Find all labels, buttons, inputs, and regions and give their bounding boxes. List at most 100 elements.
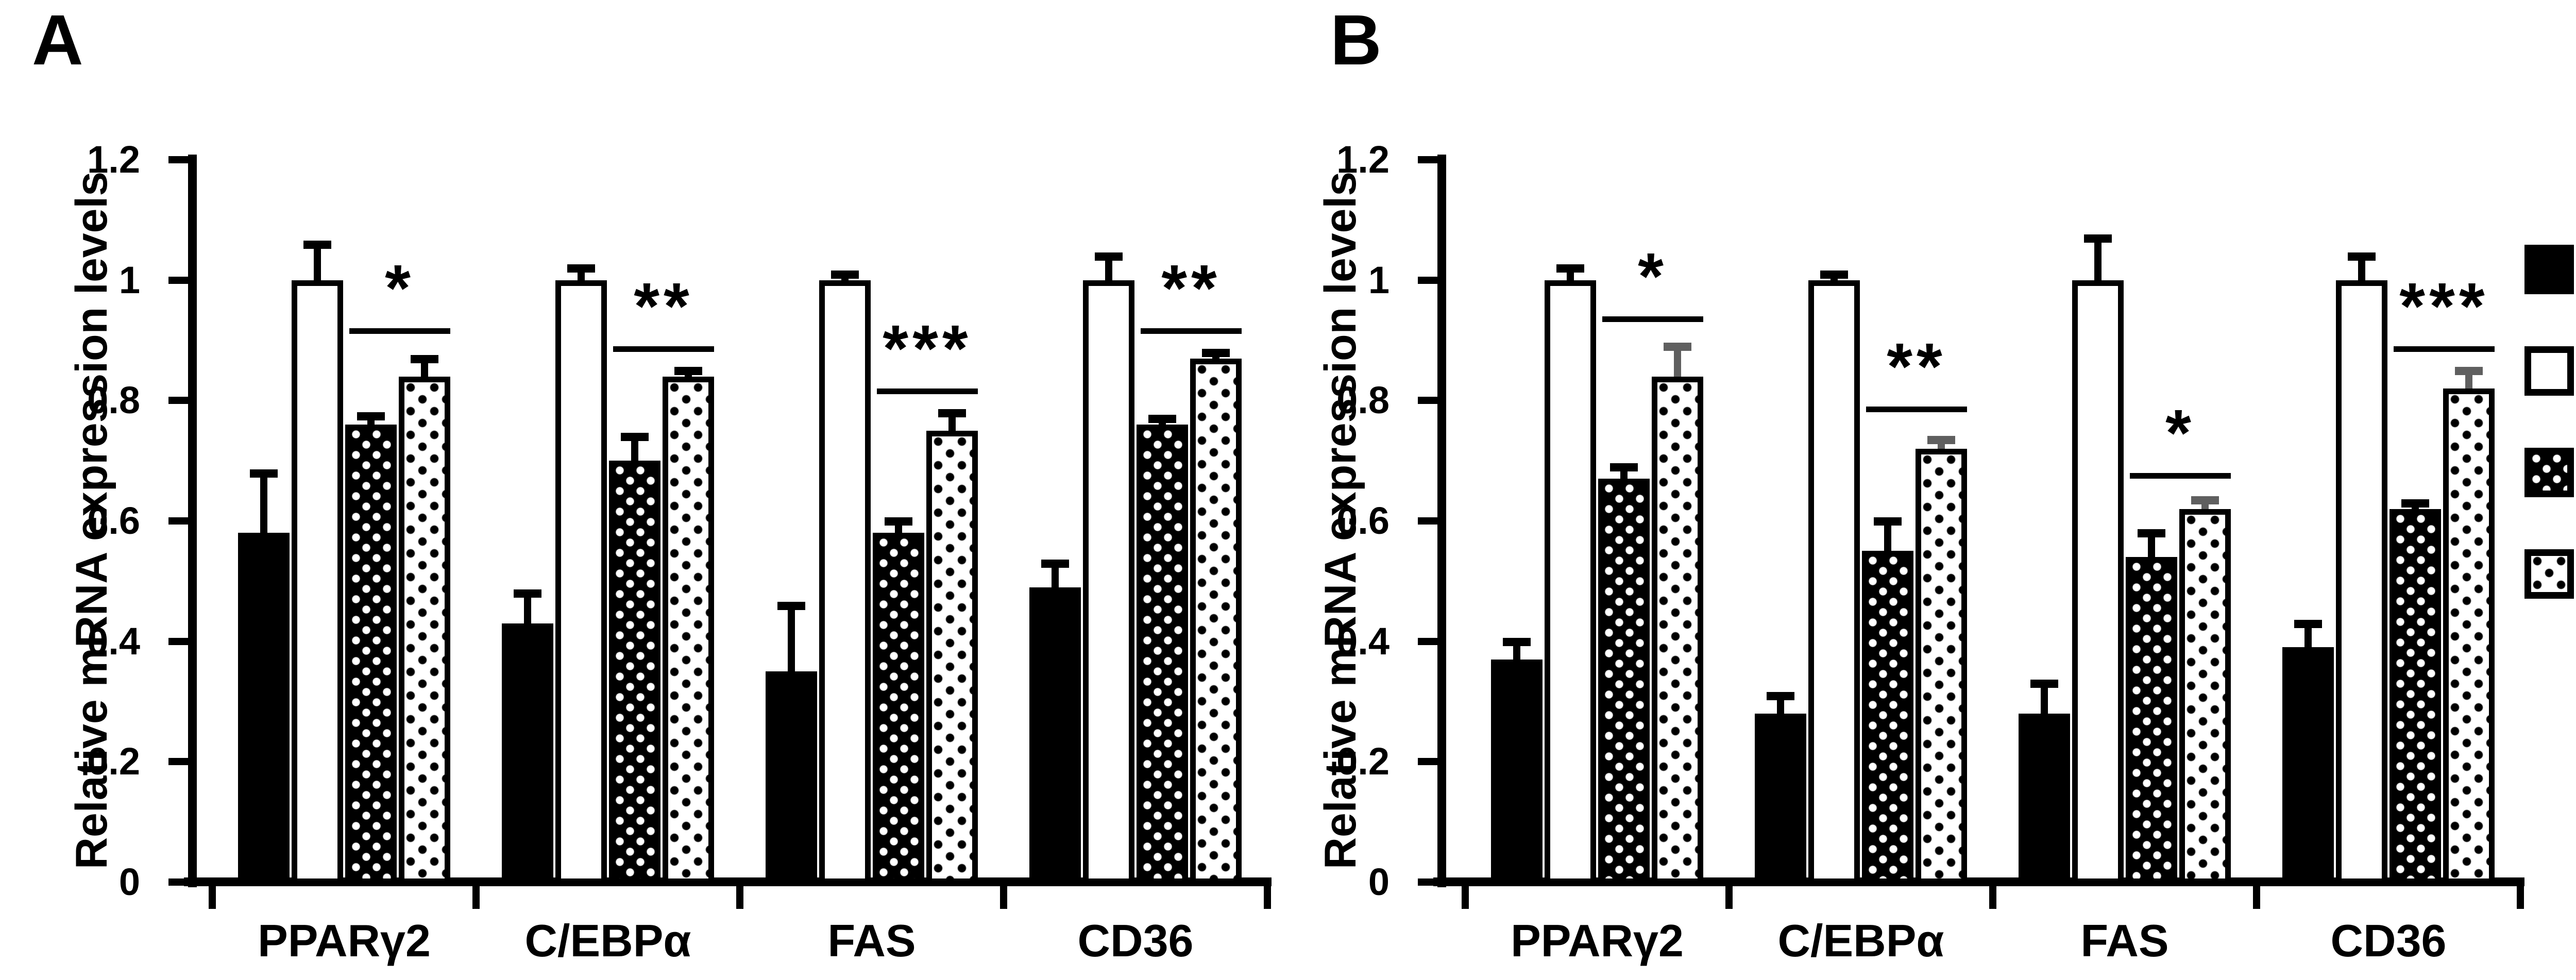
bar-light-dotted bbox=[399, 376, 450, 884]
legend-swatch-light-dotted bbox=[2524, 549, 2574, 599]
x-category-label: C/EBPα bbox=[524, 915, 691, 966]
error-bar-cap bbox=[1503, 637, 1531, 646]
significance-stars: *** bbox=[883, 311, 972, 385]
error-bar-stem bbox=[788, 605, 795, 685]
x-tick-mark bbox=[1989, 885, 1996, 909]
bar-solid-white bbox=[2336, 280, 2387, 884]
bar-solid-black bbox=[1491, 659, 1543, 884]
error-bar-cap bbox=[1095, 252, 1123, 261]
bar-light-dotted bbox=[663, 376, 714, 884]
bar-solid-white bbox=[1545, 280, 1596, 884]
bar-solid-white bbox=[1083, 280, 1134, 884]
error-bar-stem bbox=[2094, 238, 2102, 294]
bar-dark-dotted bbox=[1137, 425, 1188, 884]
error-bar-cap bbox=[1874, 517, 1902, 526]
bar-light-dotted bbox=[1652, 376, 1703, 884]
bar-solid-black bbox=[1755, 713, 1806, 884]
error-bar-cap bbox=[303, 240, 331, 249]
significance-line bbox=[877, 388, 978, 394]
x-category-label: PPARγ2 bbox=[258, 915, 431, 966]
error-bar-cap bbox=[1556, 264, 1584, 273]
y-tick-label: 1.2 bbox=[1336, 138, 1389, 181]
x-tick-mark bbox=[209, 885, 216, 909]
y-tick-label: 0.8 bbox=[1336, 379, 1389, 422]
y-tick-label: 0 bbox=[118, 860, 140, 903]
y-axis-line bbox=[1437, 155, 1446, 887]
x-category-label: CD36 bbox=[1077, 915, 1194, 966]
x-tick-mark bbox=[1725, 885, 1733, 909]
error-bar-cap bbox=[2348, 252, 2376, 261]
y-tick-label: 0.6 bbox=[87, 499, 140, 542]
bar-solid-white bbox=[819, 280, 871, 884]
y-tick-label: 0.2 bbox=[1336, 740, 1389, 783]
y-tick-mark bbox=[168, 517, 188, 525]
y-tick-mark bbox=[1418, 397, 1437, 404]
bar-dark-dotted bbox=[1862, 551, 1913, 884]
significance-line bbox=[2130, 472, 2231, 479]
y-tick-mark bbox=[168, 397, 188, 404]
y-tick-label: 0 bbox=[1368, 860, 1389, 903]
significance-stars: ** bbox=[1887, 330, 1946, 404]
bar-solid-black bbox=[2282, 647, 2334, 884]
x-tick-mark bbox=[2253, 885, 2260, 909]
y-tick-label: 1.2 bbox=[87, 138, 140, 181]
bar-solid-black bbox=[766, 671, 817, 884]
y-tick-mark bbox=[1418, 156, 1437, 163]
y-tick-mark bbox=[1418, 276, 1437, 284]
error-bar-cap bbox=[514, 589, 541, 598]
error-bar-cap bbox=[2455, 366, 2483, 375]
bar-solid-black bbox=[502, 623, 553, 884]
error-bar-cap bbox=[1202, 348, 1230, 357]
error-bar-cap bbox=[2191, 496, 2219, 505]
bar-dark-dotted bbox=[2126, 557, 2177, 884]
bar-solid-black bbox=[1029, 587, 1081, 884]
y-tick-mark bbox=[1418, 637, 1437, 645]
y-tick-label: 1 bbox=[118, 258, 140, 301]
significance-line bbox=[349, 328, 450, 334]
bar-light-dotted bbox=[2179, 509, 2231, 884]
legend-swatch-dark-dotted bbox=[2524, 448, 2574, 497]
legend-swatch-solid-white bbox=[2524, 346, 2574, 396]
significance-line bbox=[613, 346, 714, 352]
x-tick-mark bbox=[472, 885, 480, 909]
bar-dark-dotted bbox=[345, 425, 397, 884]
bar-dark-dotted bbox=[2389, 509, 2441, 884]
error-bar-cap bbox=[1767, 691, 1794, 700]
y-tick-label: 0.8 bbox=[87, 379, 140, 422]
panel-b-letter: B bbox=[1330, 1, 1382, 80]
significance-line bbox=[1866, 407, 1967, 413]
error-bar-cap bbox=[1148, 415, 1176, 424]
x-category-label: FAS bbox=[827, 915, 916, 966]
bar-solid-white bbox=[2072, 280, 2124, 884]
x-category-label: PPARγ2 bbox=[1511, 915, 1684, 966]
y-axis-line bbox=[188, 155, 197, 887]
error-bar-cap bbox=[1820, 270, 1848, 279]
bar-solid-white bbox=[1808, 280, 1860, 884]
error-bar-cap bbox=[674, 366, 702, 375]
error-bar-cap bbox=[411, 354, 438, 363]
y-tick-label: 1 bbox=[1368, 258, 1389, 301]
y-tick-mark bbox=[1418, 758, 1437, 766]
bar-light-dotted bbox=[2443, 388, 2495, 884]
significance-stars: ** bbox=[634, 269, 693, 344]
y-tick-label: 0.4 bbox=[87, 619, 140, 663]
error-bar-cap bbox=[777, 601, 805, 610]
x-category-label: CD36 bbox=[2330, 915, 2447, 966]
bar-solid-black bbox=[2019, 713, 2070, 884]
error-bar-cap bbox=[2138, 529, 2165, 538]
error-bar-cap bbox=[567, 264, 595, 273]
y-tick-mark bbox=[1418, 878, 1437, 886]
error-bar-cap bbox=[2030, 680, 2058, 688]
bar-solid-white bbox=[555, 280, 607, 884]
y-tick-mark bbox=[168, 758, 188, 766]
x-tick-mark bbox=[1000, 885, 1007, 909]
bar-dark-dotted bbox=[873, 533, 924, 884]
y-tick-mark bbox=[168, 637, 188, 645]
significance-line bbox=[1602, 316, 1703, 322]
significance-stars: *** bbox=[2399, 269, 2489, 344]
error-bar-cap bbox=[1041, 559, 1069, 568]
y-tick-mark bbox=[168, 878, 188, 886]
error-bar-cap bbox=[621, 433, 649, 442]
significance-stars: ** bbox=[1161, 251, 1221, 326]
